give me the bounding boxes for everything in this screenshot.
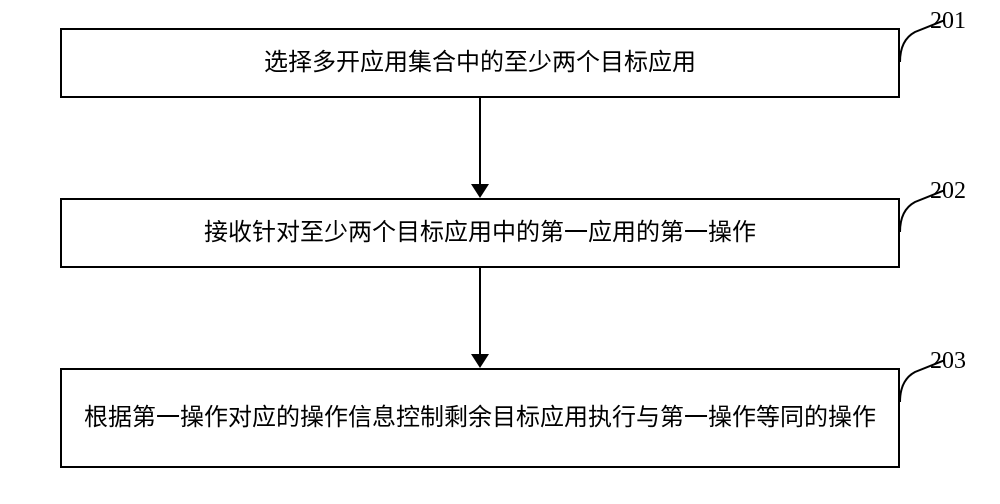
flow-node-3-text: 根据第一操作对应的操作信息控制剩余目标应用执行与第一操作等同的操作 bbox=[84, 400, 876, 436]
flow-node-2-text: 接收针对至少两个目标应用中的第一应用的第一操作 bbox=[204, 215, 756, 251]
flow-arrow-2-head bbox=[471, 354, 489, 368]
flow-node-3: 根据第一操作对应的操作信息控制剩余目标应用执行与第一操作等同的操作 bbox=[60, 368, 900, 468]
flow-node-1-label: 201 bbox=[930, 8, 966, 35]
flow-node-2-label: 202 bbox=[930, 178, 966, 205]
flow-arrow-1-head bbox=[471, 184, 489, 198]
flowchart-canvas: 选择多开应用集合中的至少两个目标应用 201 接收针对至少两个目标应用中的第一应… bbox=[0, 0, 1000, 504]
flow-node-3-label: 203 bbox=[930, 348, 966, 375]
flow-node-1: 选择多开应用集合中的至少两个目标应用 bbox=[60, 28, 900, 98]
flow-node-1-text: 选择多开应用集合中的至少两个目标应用 bbox=[264, 45, 696, 81]
flow-node-2: 接收针对至少两个目标应用中的第一应用的第一操作 bbox=[60, 198, 900, 268]
flow-arrow-1 bbox=[479, 98, 481, 186]
flow-arrow-2 bbox=[479, 268, 481, 356]
